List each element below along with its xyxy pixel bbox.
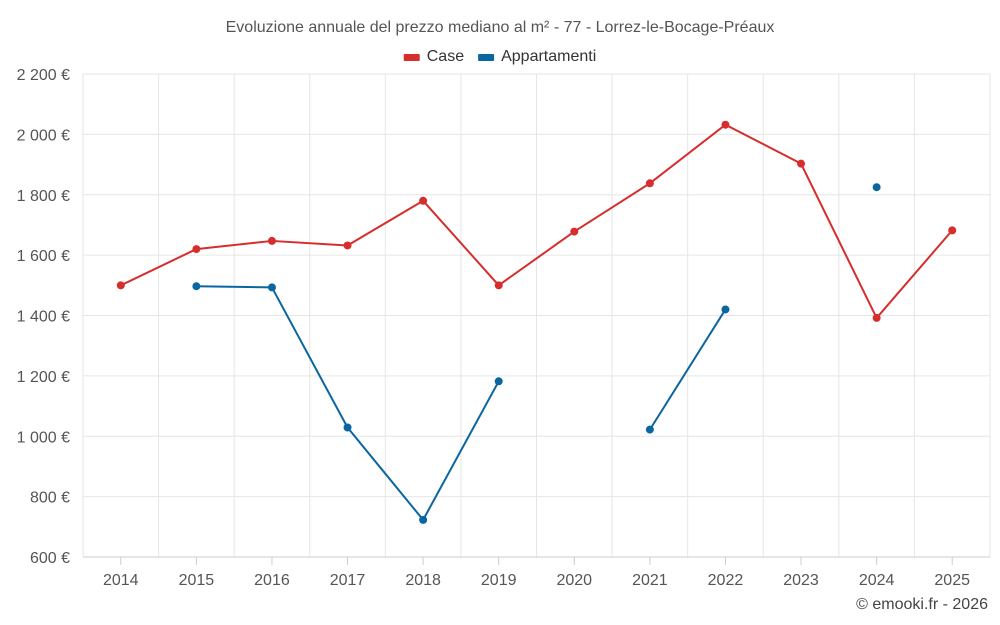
legend: Case Appartamenti bbox=[403, 48, 596, 65]
y-tick-label: 1 000 € bbox=[17, 429, 70, 446]
x-tick-label: 2019 bbox=[481, 572, 517, 589]
series-line bbox=[649, 308, 727, 431]
x-tick-label: 2025 bbox=[934, 572, 970, 589]
x-tick-label: 2016 bbox=[254, 572, 290, 589]
legend-label: Case bbox=[427, 48, 464, 65]
series-layer bbox=[116, 120, 957, 524]
legend-label: Appartamenti bbox=[501, 48, 596, 65]
legend-swatch bbox=[403, 54, 420, 61]
data-point[interactable] bbox=[872, 313, 881, 322]
data-point[interactable] bbox=[645, 179, 654, 188]
y-tick-label: 2 000 € bbox=[17, 127, 70, 144]
legend-swatch bbox=[478, 54, 495, 61]
x-tick-label: 2018 bbox=[405, 572, 441, 589]
data-point[interactable] bbox=[267, 283, 276, 292]
x-tick-label: 2024 bbox=[859, 572, 895, 589]
series-case bbox=[116, 120, 957, 322]
credit-text: © emooki.fr - 2026 bbox=[856, 596, 988, 613]
data-point[interactable] bbox=[267, 236, 276, 245]
data-point[interactable] bbox=[192, 282, 201, 291]
data-point[interactable] bbox=[494, 281, 503, 290]
x-tick-label: 2015 bbox=[179, 572, 215, 589]
data-point[interactable] bbox=[721, 120, 730, 129]
x-tick-label: 2023 bbox=[783, 572, 819, 589]
y-tick-label: 2 200 € bbox=[17, 67, 70, 84]
data-point[interactable] bbox=[192, 245, 201, 254]
y-tick-label: 600 € bbox=[30, 550, 70, 567]
data-point[interactable] bbox=[948, 226, 957, 235]
chart-title: Evoluzione annuale del prezzo mediano al… bbox=[226, 19, 775, 36]
y-tick-label: 1 800 € bbox=[17, 188, 70, 205]
y-tick-label: 1 200 € bbox=[17, 369, 70, 386]
data-point[interactable] bbox=[570, 227, 579, 236]
y-tick-label: 800 € bbox=[30, 490, 70, 507]
x-tick-label: 2020 bbox=[556, 572, 592, 589]
legend-item[interactable]: Case bbox=[403, 48, 464, 65]
x-tick-label: 2021 bbox=[632, 572, 668, 589]
series-line bbox=[196, 285, 500, 521]
series-line bbox=[120, 123, 953, 319]
data-point[interactable] bbox=[419, 515, 428, 524]
grid bbox=[82, 73, 991, 558]
series-appartamenti bbox=[192, 183, 881, 524]
x-tick-label: 2017 bbox=[330, 572, 366, 589]
x-tick-label: 2014 bbox=[103, 572, 139, 589]
data-point[interactable] bbox=[645, 425, 654, 434]
y-tick-label: 1 400 € bbox=[17, 309, 70, 326]
data-point[interactable] bbox=[797, 159, 806, 168]
data-point[interactable] bbox=[343, 241, 352, 250]
data-point[interactable] bbox=[872, 183, 881, 192]
axes: 600 € 800 € 1 000 € 1 200 € 1 400 € 1 600 € 1 … bbox=[17, 67, 990, 589]
data-point[interactable] bbox=[494, 377, 503, 386]
x-tick-label: 2022 bbox=[708, 572, 744, 589]
data-point[interactable] bbox=[343, 423, 352, 432]
data-point[interactable] bbox=[419, 196, 428, 205]
data-point[interactable] bbox=[116, 281, 125, 290]
legend-item[interactable]: Appartamenti bbox=[478, 48, 596, 65]
data-point[interactable] bbox=[721, 305, 730, 314]
y-tick-label: 1 600 € bbox=[17, 248, 70, 265]
